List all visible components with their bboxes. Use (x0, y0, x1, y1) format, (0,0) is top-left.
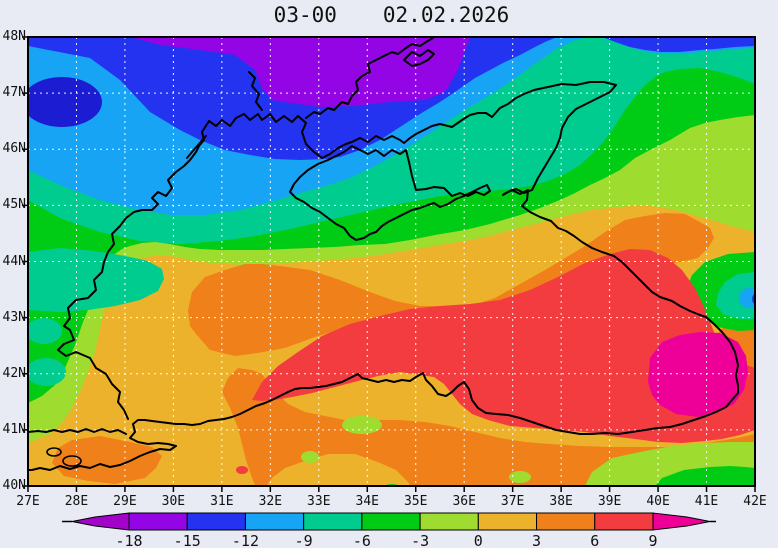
x-tick-label: 41E (694, 494, 719, 509)
x-tick-label: 27E (16, 494, 40, 509)
colorbar-label: -12 (232, 532, 259, 548)
x-tick-label: 35E (403, 494, 428, 509)
plot-frame (27, 36, 756, 487)
y-tick-label: 48N (2, 29, 26, 44)
dnieper-bend (403, 49, 435, 67)
colorbar-label: -9 (295, 532, 313, 548)
colorbar-label: 9 (648, 532, 657, 548)
x-tick-label: 33E (307, 494, 331, 509)
x-tick-label: 40E (646, 494, 670, 509)
dniester-liman (186, 135, 207, 159)
x-tick-label: 42E (743, 494, 767, 509)
y-tick-label: 43N (2, 309, 26, 325)
y-tick-label: 42N (2, 365, 26, 381)
colorbar-label: -15 (174, 532, 201, 548)
x-tick-label: 30E (161, 494, 186, 509)
y-tick-label: 46N (2, 141, 26, 157)
coastline-marmara-north (28, 428, 127, 435)
x-tick-label: 31E (210, 494, 234, 509)
bug-river (248, 71, 263, 111)
x-tick-label: 29E (113, 494, 137, 509)
x-tick-label: 36E (452, 494, 476, 509)
coastline-crimea (289, 145, 491, 241)
y-tick-label: 47N (2, 85, 26, 101)
x-tick-label: 39E (597, 494, 622, 509)
coastline-east-turkey (28, 189, 739, 471)
y-tick-label: 45N (2, 197, 26, 213)
gridlines (28, 37, 755, 486)
colorbar: -18 -15 -12 -9 -6 -3 0 3 6 9 (62, 512, 716, 548)
colorbar-label: 6 (590, 532, 599, 548)
colorbar-label: 0 (474, 532, 483, 548)
y-tick-label: 41N (2, 421, 26, 437)
coastline (28, 37, 739, 471)
colorbar-label: -6 (353, 532, 371, 548)
x-tick-label: 38E (549, 494, 573, 509)
dnieper-river (305, 37, 434, 119)
marmara-island (46, 447, 62, 457)
x-tick-label: 37E (500, 494, 525, 509)
x-tick-label: 34E (355, 494, 379, 509)
colorbar-label: -18 (115, 532, 142, 548)
marmara-island (62, 455, 82, 467)
y-tick-label: 44N (2, 253, 26, 269)
title-date: 02.02.2026 (382, 3, 510, 27)
y-tick-label: 40N (2, 478, 26, 493)
map-title: 03-00 02.02.2026 (28, 3, 755, 27)
colorbar-label: 3 (532, 532, 541, 548)
title-run-time: 03-00 (273, 3, 337, 27)
colorbar-label: -3 (411, 532, 429, 548)
x-tick-label: 32E (258, 494, 283, 509)
coastline-west-north (57, 81, 617, 420)
x-tick-label: 28E (64, 494, 89, 509)
